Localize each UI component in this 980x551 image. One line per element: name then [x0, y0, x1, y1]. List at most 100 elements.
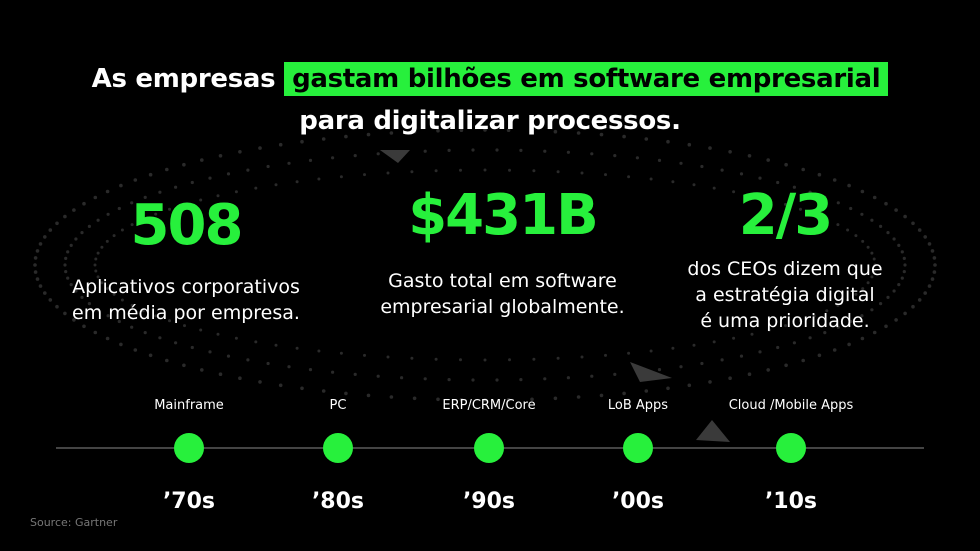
orbit-dot: [234, 336, 238, 340]
orbit-dot: [218, 154, 223, 158]
orbit-dot: [671, 180, 675, 184]
orbit-dot: [254, 340, 258, 344]
orbit-dot: [93, 195, 98, 200]
orbit-dot: [174, 185, 178, 189]
era-decade: ’10s: [764, 489, 818, 514]
orbit-dot: [410, 356, 414, 360]
orbit-dot: [657, 158, 662, 162]
orbit-dot: [234, 190, 238, 194]
orbit-dot: [590, 152, 594, 156]
headline-prefix: As empresas: [91, 64, 276, 94]
orbit-dot: [300, 139, 304, 144]
orbit-dot: [410, 170, 414, 174]
orbit-dot: [94, 257, 98, 261]
orbit-dot: [141, 309, 145, 313]
orbit-dot: [836, 303, 840, 307]
era-dot: [174, 433, 204, 463]
orbit-dot: [817, 353, 822, 358]
orbit-dot: [165, 167, 169, 172]
orbit-dot: [258, 146, 262, 150]
orbit-dot: [657, 368, 662, 372]
orbit-dot: [903, 263, 907, 267]
orbit-dot: [82, 201, 86, 206]
orbit-dot: [671, 346, 675, 350]
orbit-dot: [784, 162, 788, 167]
orbit-dot: [96, 275, 100, 279]
orbit-dot: [900, 250, 904, 254]
orbit-dot: [750, 332, 754, 336]
orbit-dot: [604, 353, 607, 357]
orbit-dot: [927, 242, 932, 246]
orbit-dot: [812, 212, 816, 216]
orbit-dot: [412, 129, 417, 134]
headline: As empresas gastam bilhões em software e…: [0, 58, 980, 142]
orbit-dot: [80, 231, 84, 235]
orbit-dot: [105, 239, 109, 243]
orbit-dot: [38, 242, 43, 246]
orbit-dot: [353, 372, 357, 376]
era-label: Cloud /Mobile Apps: [728, 398, 854, 413]
orbit-dot: [812, 314, 816, 318]
orbit-dot: [459, 128, 464, 132]
orbit-dot: [216, 194, 220, 198]
orbit-dot: [483, 128, 487, 132]
orbit-dot: [376, 152, 380, 156]
stat-description: dos CEOs dizem que a estratégia digital …: [660, 256, 910, 334]
stat-desc-line: em média por empresa.: [72, 302, 300, 324]
orbit-dot: [199, 328, 203, 332]
orbit-dot: [120, 298, 124, 302]
orbit-dot: [622, 391, 626, 396]
orbit-dot: [226, 172, 231, 176]
orbit-dot: [389, 395, 394, 399]
orbit-dot: [580, 355, 584, 359]
orbit-dot: [860, 212, 864, 216]
orbit-dot: [80, 295, 84, 299]
orbit-dot: [750, 194, 754, 198]
timeline-item-erp: ERP/CRM/Core ’90s: [409, 398, 569, 514]
orbit-dot: [894, 318, 898, 322]
orbit-dot: [63, 263, 67, 267]
stat-desc-line: Aplicativos corporativos: [72, 276, 300, 298]
orbit-dot: [66, 250, 70, 254]
orbit-dot: [143, 195, 147, 199]
orbit-dot: [580, 171, 584, 175]
orbit-dot: [767, 328, 771, 332]
orbit-dot: [917, 228, 922, 232]
orbit-dot: [886, 231, 890, 235]
orbit-dot: [566, 150, 571, 154]
orbit-dot: [860, 336, 865, 341]
orbit-dot: [308, 368, 313, 372]
orbit-dot: [627, 175, 631, 179]
orbit-dot: [604, 173, 607, 177]
orbit-dot: [556, 170, 560, 174]
orbit-dot: [932, 270, 937, 274]
orbit-dot: [105, 189, 110, 194]
orbit-dot: [238, 150, 242, 154]
orbit-dot: [386, 171, 390, 175]
timeline-item-pc: PC ’80s: [258, 398, 418, 514]
orbit-dot: [846, 228, 850, 232]
orbit-dot: [112, 292, 116, 296]
orbit-dot: [38, 284, 43, 288]
orbit-dot: [886, 295, 890, 299]
orbit-dot: [33, 263, 37, 267]
orbit-dot: [532, 357, 536, 361]
orbit-dot: [317, 177, 321, 181]
orbit-dot: [287, 365, 291, 369]
orbit-dot: [258, 380, 262, 384]
orbit-dot: [861, 287, 865, 291]
orbit-dot: [100, 245, 104, 249]
orbit-dot: [849, 319, 853, 324]
orbit-dot: [105, 287, 109, 291]
orbit-dot: [130, 303, 134, 307]
era-label: LoB Apps: [607, 398, 669, 413]
orbit-dot: [96, 308, 100, 312]
orbit-dot: [331, 156, 335, 160]
era-decade: ’90s: [462, 489, 516, 514]
orbit-dot: [154, 212, 158, 216]
orbit-dot: [849, 206, 853, 211]
orbit-dot: [158, 190, 162, 194]
orbit-dot: [148, 172, 153, 177]
orbit-dot: [386, 355, 390, 359]
orbit-dot: [119, 342, 123, 347]
